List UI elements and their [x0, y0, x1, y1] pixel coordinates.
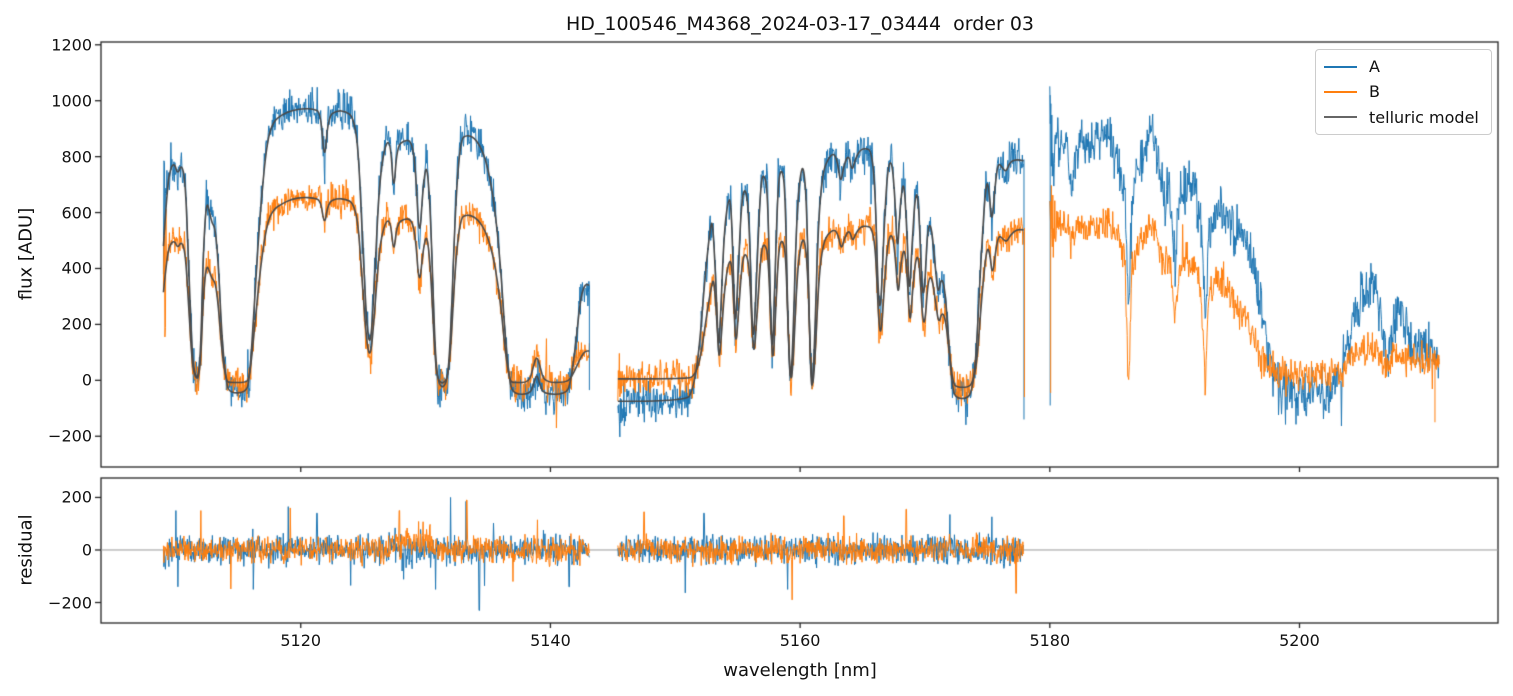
x-tick-label: 5200 [1279, 631, 1320, 650]
legend-label: A [1369, 57, 1380, 77]
legend-entry-a: A [1324, 57, 1483, 76]
y-tick-label-residual: 200 [61, 487, 92, 507]
y-tick-label-flux: 400 [61, 258, 92, 278]
y-tick-label-flux: 800 [61, 147, 92, 167]
y-tick-label-flux: 0 [81, 370, 92, 390]
y-tick-label-flux: 1000 [51, 91, 92, 111]
y-tick-label-residual: −200 [48, 593, 92, 612]
legend-label: telluric model [1369, 107, 1479, 127]
y-tick-label-residual: 0 [81, 540, 92, 560]
y-tick-label-flux: 600 [61, 203, 92, 223]
y-tick-label-flux: −200 [48, 426, 92, 446]
legend-line-swatch [1324, 65, 1357, 68]
plot-title: HD_100546_M4368_2024-03-17_03444 order 0… [565, 13, 1035, 35]
x-tick-label: 5160 [779, 631, 821, 650]
x-axis-label: wavelength [nm] [723, 660, 877, 681]
y-tick-label-flux: 1200 [51, 35, 92, 55]
x-tick-label: 5120 [280, 631, 322, 650]
legend-line-swatch [1324, 90, 1357, 93]
y-tick-label-flux: 200 [61, 314, 92, 334]
legend-entry-b: B [1324, 82, 1483, 101]
y-axis-label-flux: flux [ADU] [15, 207, 37, 301]
legend-entry-telluric-model: telluric model [1324, 108, 1483, 127]
y-axis-label-residual: residual [15, 514, 37, 586]
legend-label: B [1369, 82, 1380, 102]
legend-line-swatch [1324, 116, 1357, 119]
x-tick-label: 5140 [530, 631, 571, 650]
x-tick-label: 5180 [1029, 631, 1071, 650]
